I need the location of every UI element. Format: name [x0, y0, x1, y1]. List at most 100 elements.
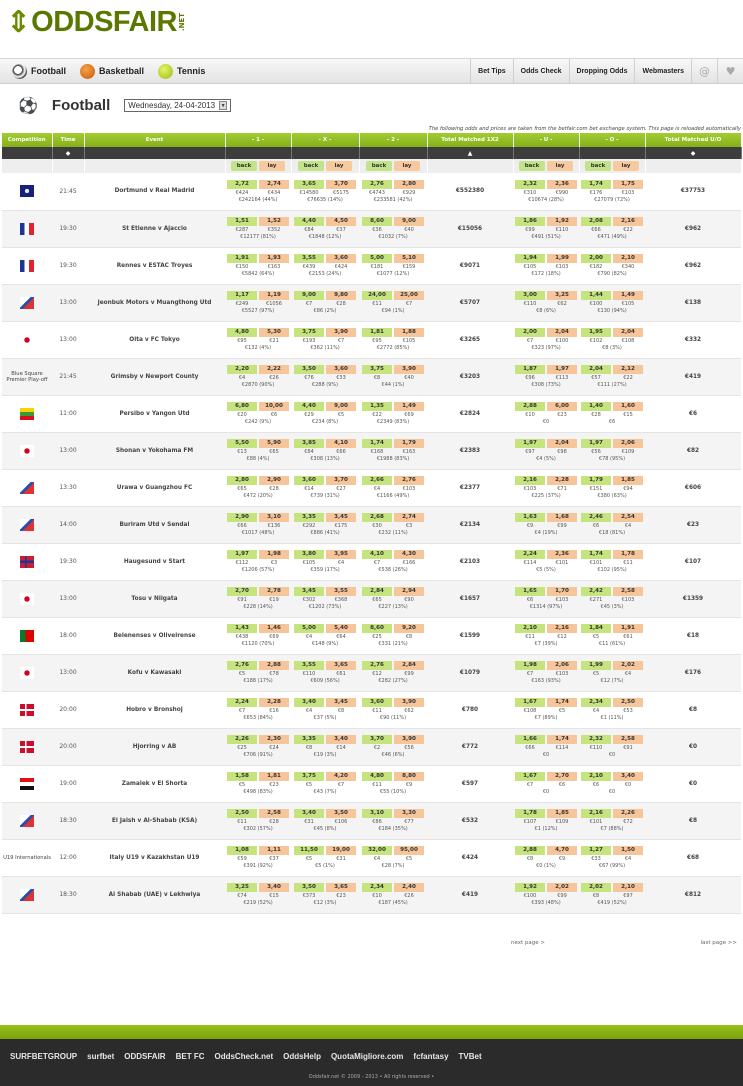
lay-price[interactable]: 2,70 [547, 772, 577, 781]
lay-price[interactable]: 1,46 [259, 624, 289, 633]
back-price[interactable]: 2,08 [581, 217, 611, 226]
back-price[interactable]: 1,84 [581, 624, 611, 633]
back-price[interactable]: 2,16 [581, 809, 611, 818]
back-price[interactable]: 2,76 [362, 661, 392, 670]
event-name[interactable]: Oita v FC Tokyo [84, 321, 225, 359]
lay-price[interactable]: 95,00 [394, 846, 424, 855]
back-price[interactable]: 2,70 [227, 587, 257, 596]
back-price[interactable]: 2,84 [362, 587, 392, 596]
back-price[interactable]: 3,40 [294, 809, 324, 818]
lay-price[interactable]: 1,85 [613, 476, 643, 485]
back-price[interactable]: 2,04 [581, 365, 611, 374]
lay-price[interactable]: 2,50 [613, 698, 643, 707]
sort-total-icon[interactable]: ▲ [427, 147, 514, 159]
event-name[interactable]: Shonan v Yokohama FM [84, 432, 225, 470]
back-price[interactable]: 2,50 [227, 809, 257, 818]
lay-price[interactable]: 1,98 [259, 550, 289, 559]
lay-price[interactable]: 2,16 [613, 217, 643, 226]
lay-price[interactable]: 9,00 [394, 217, 424, 226]
back-price[interactable]: 5,00 [362, 254, 392, 263]
lay-price[interactable]: 5,90 [259, 439, 289, 448]
lay-price[interactable]: 3,45 [326, 698, 356, 707]
sort-time-icon[interactable]: ◆ [52, 147, 85, 159]
lay-price[interactable]: 2,22 [259, 365, 289, 374]
back-price[interactable]: 1,99 [581, 661, 611, 670]
back-price[interactable]: 4,40 [294, 217, 324, 226]
lay-price[interactable]: 2,10 [613, 254, 643, 263]
lay-price[interactable]: 1,75 [613, 179, 643, 189]
back-price[interactable]: 4,80 [362, 772, 392, 781]
event-name[interactable]: Italy U19 v Kazakhstan U19 [84, 839, 225, 877]
back-price[interactable]: 3,70 [362, 735, 392, 744]
event-name[interactable]: Zamalek v El Shorta [84, 765, 225, 803]
lay-price[interactable]: 3,55 [326, 587, 356, 596]
lay-price[interactable]: 1,70 [547, 587, 577, 596]
back-price[interactable]: 3,60 [362, 698, 392, 707]
partner-logo[interactable]: BET FC [175, 1051, 205, 1061]
back-price[interactable]: 1,98 [515, 661, 545, 670]
back-price[interactable]: 2,32 [515, 179, 545, 189]
lay-price[interactable]: 3,60 [326, 254, 356, 263]
event-name[interactable]: Al Shabab (UAE) v Lekhwiya [84, 876, 225, 914]
lay-price[interactable]: 4,30 [394, 550, 424, 559]
back-price[interactable]: 2,10 [581, 772, 611, 781]
partner-logo[interactable]: SURFBETGROUP [10, 1051, 78, 1061]
event-name[interactable]: St Etienne v Ajaccio [84, 210, 225, 248]
back-price[interactable]: 3,55 [294, 254, 324, 263]
lay-price[interactable]: 1,68 [547, 513, 577, 522]
lay-price[interactable]: 9,80 [326, 291, 356, 300]
heart-icon[interactable]: ♥ [717, 59, 743, 83]
back-price[interactable]: 1,87 [515, 365, 545, 374]
lay-price[interactable]: 3,40 [613, 772, 643, 781]
back-price[interactable]: 3,55 [294, 661, 324, 670]
back-price[interactable]: 2,76 [227, 661, 257, 670]
lay-price[interactable]: 3,90 [394, 365, 424, 374]
back-price[interactable]: 1,65 [515, 587, 545, 596]
lay-price[interactable]: 2,02 [613, 661, 643, 670]
lay-price[interactable]: 3,65 [326, 661, 356, 670]
lay-price[interactable]: 9,20 [394, 624, 424, 633]
lay-price[interactable]: 3,40 [326, 735, 356, 744]
back-price[interactable]: 8,60 [362, 624, 392, 633]
lay-price[interactable]: 3,65 [326, 883, 356, 892]
lay-price[interactable]: 1,81 [259, 772, 289, 781]
lay-price[interactable]: 1,74 [547, 698, 577, 707]
lay-price[interactable]: 2,88 [259, 661, 289, 670]
lay-price[interactable]: 1,93 [259, 254, 289, 263]
back-price[interactable]: 2,00 [515, 328, 545, 337]
lay-price[interactable]: 1,19 [259, 291, 289, 300]
back-price[interactable]: 1,63 [515, 513, 545, 522]
back-price[interactable]: 2,24 [227, 698, 257, 707]
back-price[interactable]: 2,46 [581, 513, 611, 522]
lay-price[interactable]: 2,78 [259, 587, 289, 596]
nav-bet-tips[interactable]: Bet Tips [470, 59, 513, 83]
lay-price[interactable]: 3,70 [326, 476, 356, 485]
back-price[interactable]: 3,50 [294, 365, 324, 374]
back-price[interactable]: 1,78 [515, 809, 545, 818]
back-price[interactable]: 2,16 [515, 476, 545, 485]
event-name[interactable]: El Jaish v Al-Shabab (KSA) [84, 802, 225, 840]
lay-price[interactable]: 1,91 [613, 624, 643, 633]
lay-price[interactable]: 3,90 [326, 328, 356, 337]
nav-tennis[interactable]: Tennis [158, 63, 205, 79]
back-price[interactable]: 3,40 [294, 698, 324, 707]
back-price[interactable]: 3,80 [294, 550, 324, 559]
event-name[interactable]: Dortmund v Real Madrid [84, 173, 225, 211]
nav-football[interactable]: Football [12, 63, 66, 79]
lay-price[interactable]: 3,70 [326, 179, 356, 189]
lay-price[interactable]: 1,74 [547, 735, 577, 744]
back-price[interactable]: 1,91 [227, 254, 257, 263]
lay-price[interactable]: 2,94 [394, 587, 424, 596]
back-price[interactable]: 3,00 [515, 291, 545, 300]
event-name[interactable]: Rennes v ESTAC Troyes [84, 247, 225, 285]
partner-logo[interactable]: QuotaMigliore.com [330, 1051, 404, 1061]
next-page-link[interactable]: next page > [511, 940, 546, 946]
event-name[interactable]: Grimsby v Newport County [84, 358, 225, 396]
back-price[interactable]: 3,60 [294, 476, 324, 485]
nav-odds-check[interactable]: Odds Check [512, 59, 569, 83]
back-price[interactable]: 4,40 [294, 402, 324, 411]
lay-price[interactable]: 2,76 [394, 476, 424, 485]
back-price[interactable]: 2,66 [362, 476, 392, 485]
lay-price[interactable]: 25,00 [394, 291, 424, 300]
lay-price[interactable]: 2,30 [259, 735, 289, 744]
